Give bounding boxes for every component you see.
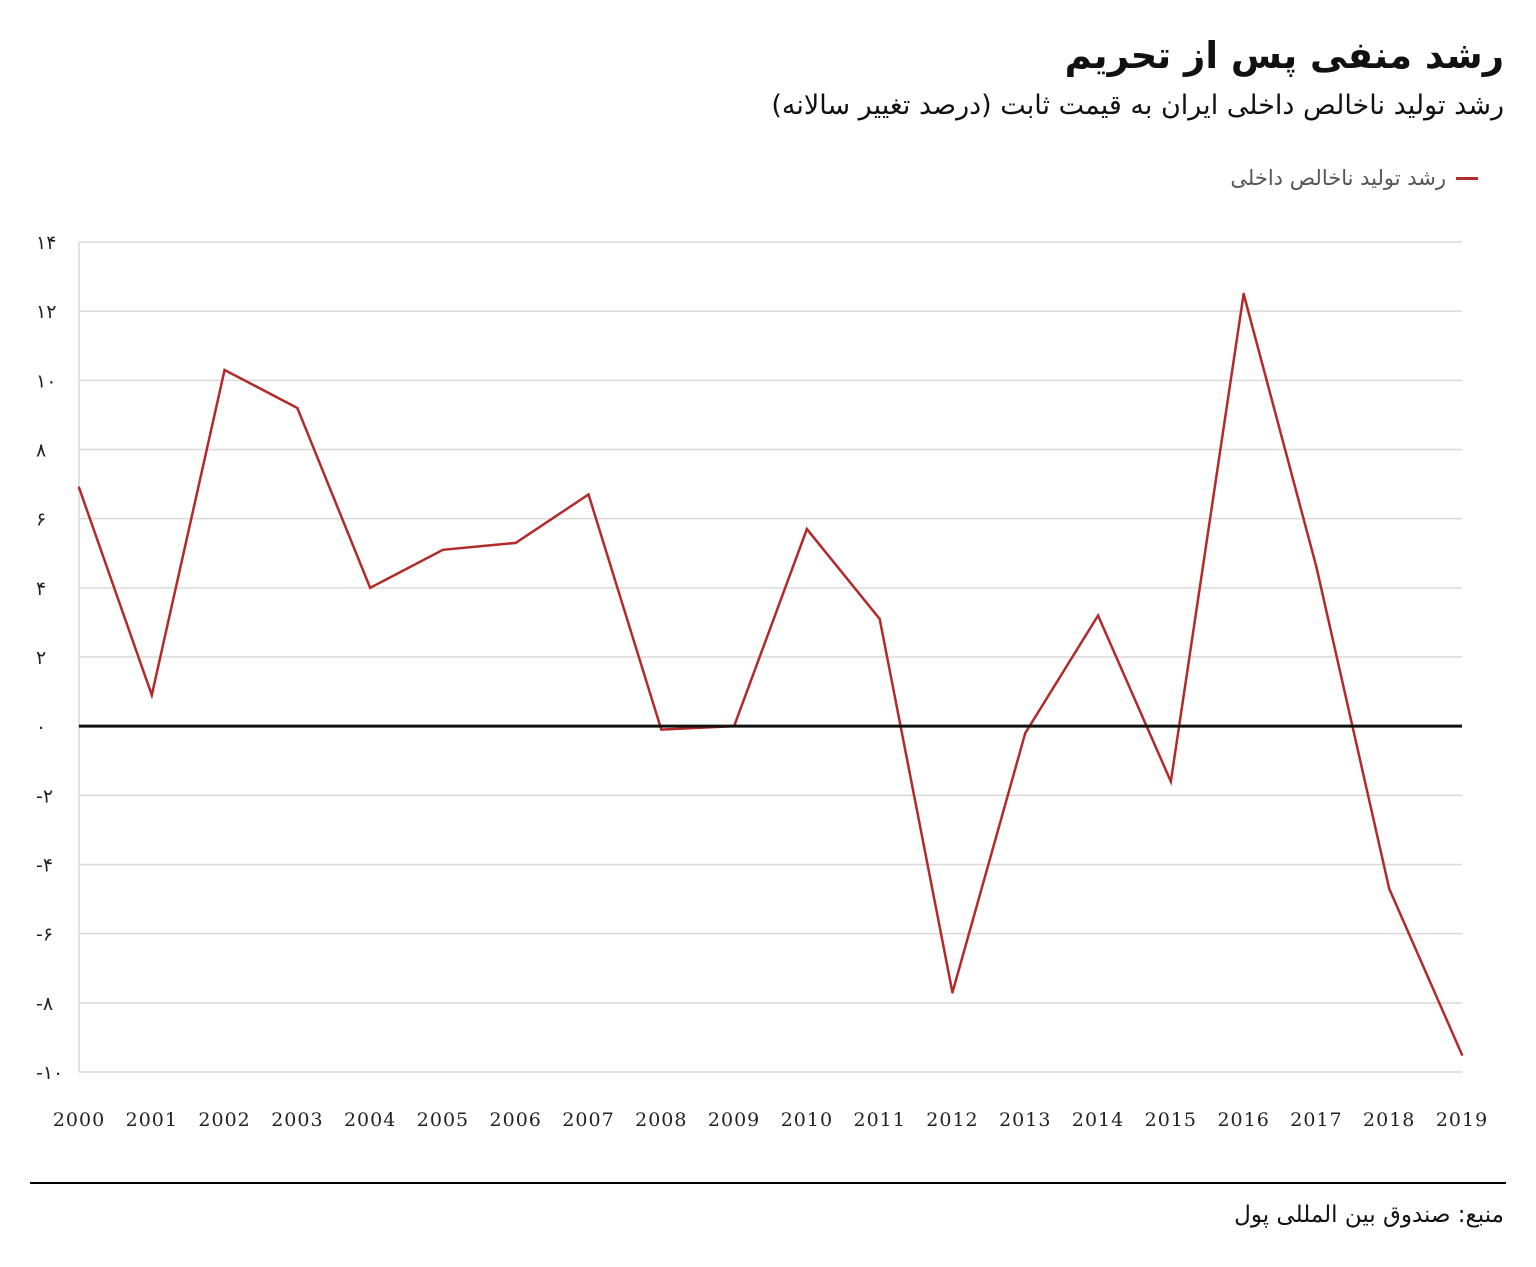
x-tick-label: 2002 [198, 1109, 250, 1131]
legend-swatch [1456, 176, 1478, 180]
data-point [223, 368, 226, 372]
data-point [1388, 887, 1391, 890]
y-tick-label: ۶ [36, 509, 46, 531]
y-tick-label: ۸ [36, 440, 46, 462]
y-tick-label: -۱۰ [36, 1062, 63, 1084]
chart-subtitle: رشد تولید ناخالص داخلی ایران به قیمت ثاب… [771, 90, 1504, 121]
data-point [951, 991, 954, 994]
x-tick-label: 2018 [1363, 1109, 1415, 1131]
y-tick-label: -۶ [36, 924, 53, 946]
y-tick-label: -۲ [36, 785, 53, 807]
x-tick-label: 2009 [708, 1109, 760, 1131]
x-tick-label: 2006 [490, 1109, 542, 1131]
x-tick-label: 2000 [53, 1109, 105, 1131]
x-tick-label: 2015 [1145, 1109, 1197, 1131]
data-point [878, 617, 881, 621]
x-tick-label: 2014 [1072, 1109, 1124, 1131]
data-point [805, 527, 809, 531]
data-point [1169, 780, 1173, 783]
data-point [296, 406, 299, 410]
x-tick-label: 2019 [1436, 1109, 1488, 1131]
data-point [587, 493, 590, 496]
x-tick-label: 2007 [562, 1109, 614, 1131]
data-point [1242, 292, 1245, 296]
y-tick-label: ۲ [36, 647, 46, 669]
series-layer [77, 292, 1464, 1056]
y-tick-label: ۰ [36, 716, 46, 738]
x-tick-label: 2016 [1217, 1109, 1269, 1131]
series-line [77, 293, 1464, 1056]
data-point [1315, 565, 1318, 569]
x-tick-label: 2008 [635, 1109, 687, 1131]
legend: رشد تولید ناخالص داخلی [1230, 166, 1478, 190]
data-point [441, 548, 445, 551]
data-point [368, 586, 372, 590]
x-tick-label: 2017 [1290, 1109, 1342, 1131]
y-tick-label: ۱۴ [36, 232, 56, 254]
x-tick-label: 2013 [999, 1109, 1051, 1131]
x-axis-ticks: 2000 2001 2002 2003 2004 2005 2006 2007 2008 2009… [53, 1109, 1488, 1131]
x-tick-label: 2011 [854, 1109, 906, 1131]
legend-label: رشد تولید ناخالص داخلی [1230, 166, 1446, 190]
x-tick-label: 2001 [126, 1109, 178, 1131]
source-note: منبع: صندوق بین المللی پول [1234, 1202, 1504, 1228]
footer-divider [30, 1182, 1506, 1184]
x-tick-label: 2004 [344, 1109, 396, 1131]
x-tick-label: 2003 [271, 1109, 323, 1131]
chart-title: رشد منفی پس از تحریم [1064, 34, 1504, 77]
data-point [1024, 731, 1027, 735]
data-point [150, 693, 153, 697]
gridlines [78, 241, 1462, 1073]
data-point [1460, 1053, 1464, 1056]
data-point [660, 728, 663, 731]
y-axis-ticks: ۱۴ ۱۲ ۱۰ ۸ ۶ ۴ ۲ ۰ -۲ -۴ -۶ -۸ -۱۰ [36, 232, 63, 1084]
y-tick-label: -۴ [36, 855, 53, 877]
data-point [1096, 614, 1100, 617]
x-tick-label: 2012 [926, 1109, 978, 1131]
y-tick-label: ۱۲ [36, 301, 56, 323]
data-point [514, 541, 517, 545]
x-tick-label: 2005 [417, 1109, 469, 1131]
data-point [77, 486, 81, 489]
x-tick-label: 2010 [781, 1109, 833, 1131]
y-tick-label: -۸ [36, 993, 53, 1015]
y-tick-label: ۱۰ [36, 370, 56, 392]
y-tick-label: ۴ [36, 578, 46, 600]
